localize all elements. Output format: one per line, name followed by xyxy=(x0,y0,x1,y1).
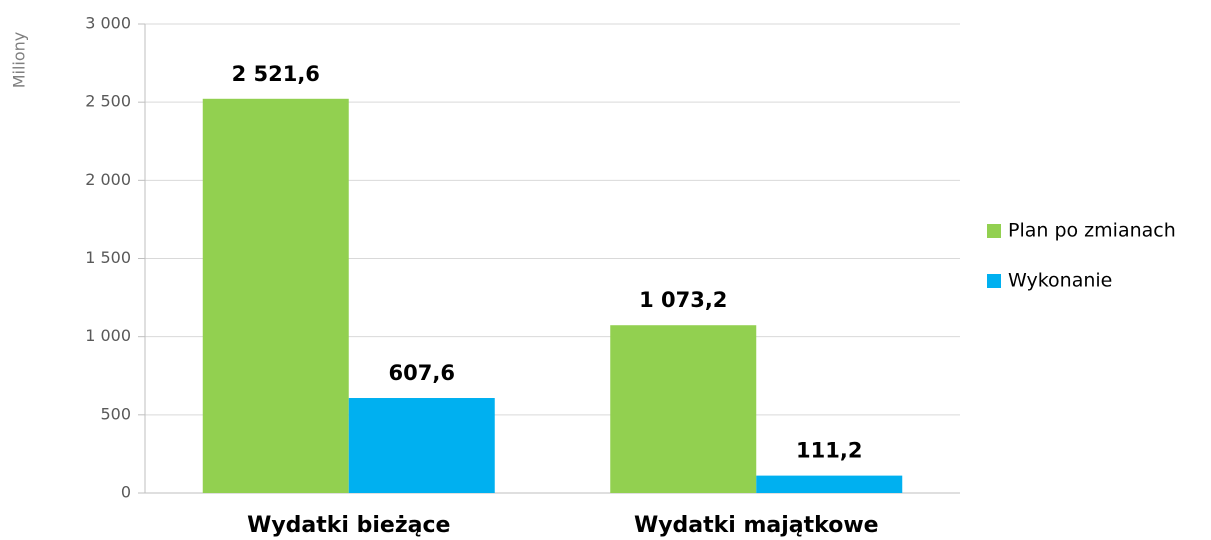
data-label: 1 073,2 xyxy=(639,288,727,312)
x-tick-label: Wydatki majątkowe xyxy=(634,513,879,538)
bar xyxy=(348,398,495,493)
y-tick-label: 3 000 xyxy=(85,14,131,33)
y-tick-label: 500 xyxy=(100,404,131,423)
legend-swatch xyxy=(987,224,1001,238)
y-tick-label: 1 500 xyxy=(85,248,131,267)
legend-swatch xyxy=(987,274,1001,288)
legend-label: Wykonanie xyxy=(1008,270,1112,292)
data-label: 2 521,6 xyxy=(232,62,320,86)
y-tick-label: 2 000 xyxy=(85,170,131,189)
data-label: 607,6 xyxy=(389,361,455,385)
bar xyxy=(202,98,349,494)
bar xyxy=(610,325,757,493)
legend-label: Plan po zmianach xyxy=(1008,220,1176,242)
y-tick-label: 2 500 xyxy=(85,92,131,111)
bar xyxy=(756,475,903,493)
data-label: 111,2 xyxy=(796,439,862,463)
y-tick-label: 1 000 xyxy=(85,326,131,345)
x-tick-label: Wydatki bieżące xyxy=(247,513,450,538)
y-axis-label: Miliony xyxy=(10,32,29,89)
y-tick-label: 0 xyxy=(121,483,131,502)
